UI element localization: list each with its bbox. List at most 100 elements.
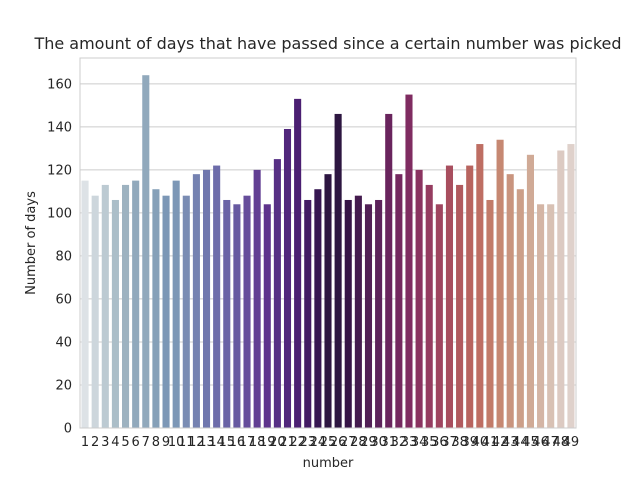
x-tick-label: 26: [330, 435, 347, 450]
x-tick-label: 20: [269, 435, 286, 450]
bar-38: [456, 184, 464, 428]
bar-8: [152, 189, 160, 428]
bar-40: [476, 144, 484, 428]
x-tick-label: 15: [219, 435, 236, 450]
bar-29: [364, 204, 373, 428]
x-tick-label: 37: [441, 435, 458, 450]
y-tick-label: 20: [55, 378, 72, 393]
bar-23: [304, 199, 312, 428]
bar-2: [91, 195, 99, 428]
x-tick-label: 23: [299, 435, 316, 450]
bar-36: [435, 204, 443, 428]
bar-46: [537, 204, 545, 428]
bar-18: [253, 169, 261, 428]
bar-49: [567, 144, 575, 428]
x-tick-label: 44: [512, 435, 529, 450]
bar-28: [354, 195, 362, 428]
x-tick-label: 48: [553, 435, 570, 450]
bar-37: [445, 165, 454, 428]
x-tick-label: 9: [162, 435, 170, 450]
x-tick-label: 21: [279, 435, 296, 450]
x-tick-label: 2: [91, 435, 99, 450]
bar-32: [395, 174, 403, 428]
bar-9: [162, 195, 170, 428]
x-tick-label: 25: [320, 435, 337, 450]
x-tick-label: 14: [208, 435, 225, 450]
bar-6: [132, 180, 140, 428]
bar-44: [516, 189, 524, 428]
bar-42: [496, 139, 504, 428]
bar-31: [385, 113, 393, 428]
x-tick-label: 32: [391, 435, 408, 450]
x-tick-label: 3: [101, 435, 109, 450]
bar-27: [344, 199, 352, 428]
bar-22: [294, 98, 302, 428]
x-tick-label: 31: [380, 435, 397, 450]
x-tick-label: 46: [532, 435, 549, 450]
x-tick-label: 17: [239, 435, 256, 450]
bar-19: [263, 204, 271, 428]
chart-title: The amount of days that have passed sinc…: [33, 34, 621, 53]
y-tick-label: 60: [55, 292, 72, 307]
x-tick-label: 27: [340, 435, 357, 450]
x-axis-label: number: [303, 456, 354, 471]
bar-25: [324, 174, 332, 428]
bar-33: [405, 94, 413, 429]
bar-12: [192, 174, 200, 428]
x-tick-label: 12: [188, 435, 205, 450]
bar-17: [243, 195, 251, 428]
bar-11: [182, 195, 190, 428]
bar-13: [202, 169, 211, 428]
bar-35: [425, 184, 433, 428]
bar-4: [111, 199, 119, 428]
bar-15: [223, 199, 231, 428]
bar-16: [233, 204, 241, 428]
x-tick-label: 7: [142, 435, 150, 450]
bar-7: [142, 75, 150, 429]
bar-41: [486, 199, 494, 428]
x-tick-label: 34: [411, 435, 428, 450]
x-tick-label: 4: [111, 435, 119, 450]
x-tick-label: 19: [259, 435, 276, 450]
x-tick-label: 6: [132, 435, 140, 450]
bar-47: [547, 204, 555, 428]
x-tick-labels: 1 2 3 4 5 6 7 8 91011121314151617181920212223242…: [81, 435, 579, 450]
y-axis-label: Number of days: [24, 191, 39, 295]
x-tick-label: 40: [472, 435, 489, 450]
bar-5: [122, 184, 130, 428]
x-tick-label: 39: [461, 435, 478, 450]
y-tick-label: 120: [47, 163, 72, 178]
x-tick-label: 42: [492, 435, 509, 450]
x-tick-label: 33: [401, 435, 418, 450]
bar-39: [466, 165, 474, 428]
x-tick-label: 13: [198, 435, 215, 450]
bar-3: [101, 184, 109, 428]
x-tick-label: 47: [542, 435, 559, 450]
bar-48: [557, 150, 565, 428]
x-tick-label: 8: [152, 435, 160, 450]
x-tick-label: 16: [229, 435, 246, 450]
x-tick-label: 5: [121, 435, 129, 450]
x-tick-label: 11: [178, 435, 195, 450]
x-tick-label: 30: [370, 435, 387, 450]
x-tick-label: 22: [289, 435, 306, 450]
y-tick-label: 0: [64, 422, 72, 437]
y-tick-label: 80: [55, 249, 72, 264]
x-tick-label: 10: [168, 435, 185, 450]
y-tick-labels: 0 20 40 60 80 100 120 140 160: [47, 77, 72, 436]
x-tick-label: 43: [502, 435, 519, 450]
x-tick-label: 36: [431, 435, 448, 450]
x-tick-label: 28: [350, 435, 367, 450]
x-tick-label: 45: [522, 435, 539, 450]
bar-26: [334, 113, 342, 428]
bar-45: [526, 154, 534, 429]
y-tick-label: 140: [47, 120, 72, 135]
plot-frame: [79, 57, 577, 429]
bar-1: [81, 180, 89, 428]
bar-30: [375, 199, 383, 428]
y-tick-label: 100: [47, 206, 72, 221]
bar-14: [213, 165, 221, 428]
x-tick-label: 49: [563, 435, 580, 450]
bar-21: [283, 128, 292, 428]
